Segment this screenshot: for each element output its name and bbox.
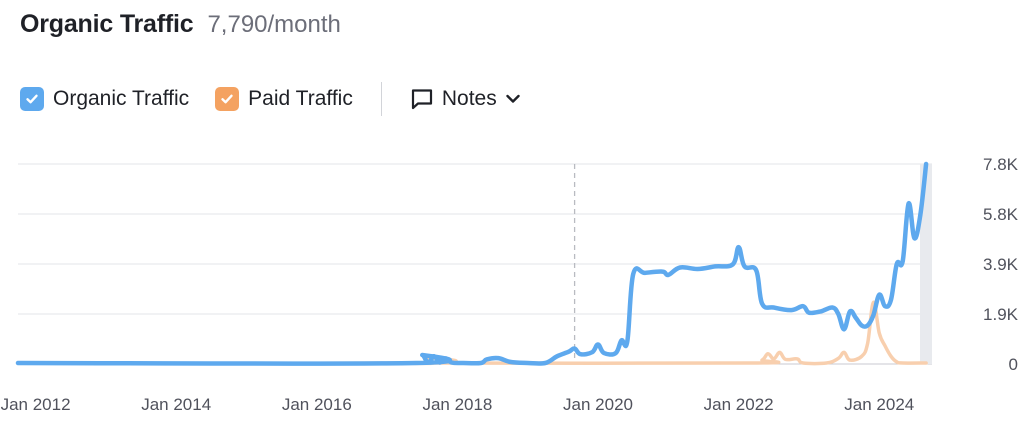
current-period-band xyxy=(920,164,932,364)
chart-header: Organic Traffic 7,790/month xyxy=(20,10,341,39)
y-tick-label: 0 xyxy=(1009,355,1018,374)
check-icon xyxy=(221,94,233,104)
notes-dropdown[interactable]: Notes xyxy=(410,87,521,111)
legend-item-paid-traffic[interactable]: Paid Traffic xyxy=(215,87,353,111)
x-tick-label: Jan 2018 xyxy=(422,395,492,414)
y-tick-label: 5.8K xyxy=(983,205,1019,224)
legend-divider xyxy=(380,82,382,116)
legend: Organic Traffic Paid Traffic Notes xyxy=(20,82,521,116)
notes-label: Notes xyxy=(441,87,497,110)
chevron-down-icon xyxy=(506,94,520,103)
legend-label-organic-traffic: Organic Traffic xyxy=(53,87,190,110)
traffic-chart[interactable]: 0 1.9K 3.9K 5.8K 7.8K Jan 2012 Jan 2014 Jan 201… xyxy=(0,140,1024,431)
organic-traffic-line xyxy=(15,161,929,366)
y-tick-label: 1.9K xyxy=(983,305,1019,324)
x-tick-label: Jan 2016 xyxy=(282,395,352,414)
x-tick-label: Jan 2022 xyxy=(704,395,774,414)
traffic-value: 7,790/month xyxy=(207,11,341,38)
y-tick-label: 7.8K xyxy=(983,155,1019,174)
check-icon xyxy=(26,94,38,104)
legend-label-paid-traffic: Paid Traffic xyxy=(248,87,353,110)
chart-title: Organic Traffic xyxy=(20,10,194,38)
paid-traffic-checkbox[interactable] xyxy=(215,87,240,111)
y-tick-label: 3.9K xyxy=(983,255,1019,274)
comment-icon xyxy=(411,89,432,110)
x-tick-label: Jan 2020 xyxy=(563,395,633,414)
x-tick-label: Jan 2024 xyxy=(844,395,914,414)
organic-traffic-checkbox[interactable] xyxy=(20,87,44,111)
legend-item-organic-traffic[interactable]: Organic Traffic xyxy=(20,87,189,111)
x-tick-label: Jan 2014 xyxy=(141,395,211,414)
x-tick-label: Jan 2012 xyxy=(1,395,71,414)
